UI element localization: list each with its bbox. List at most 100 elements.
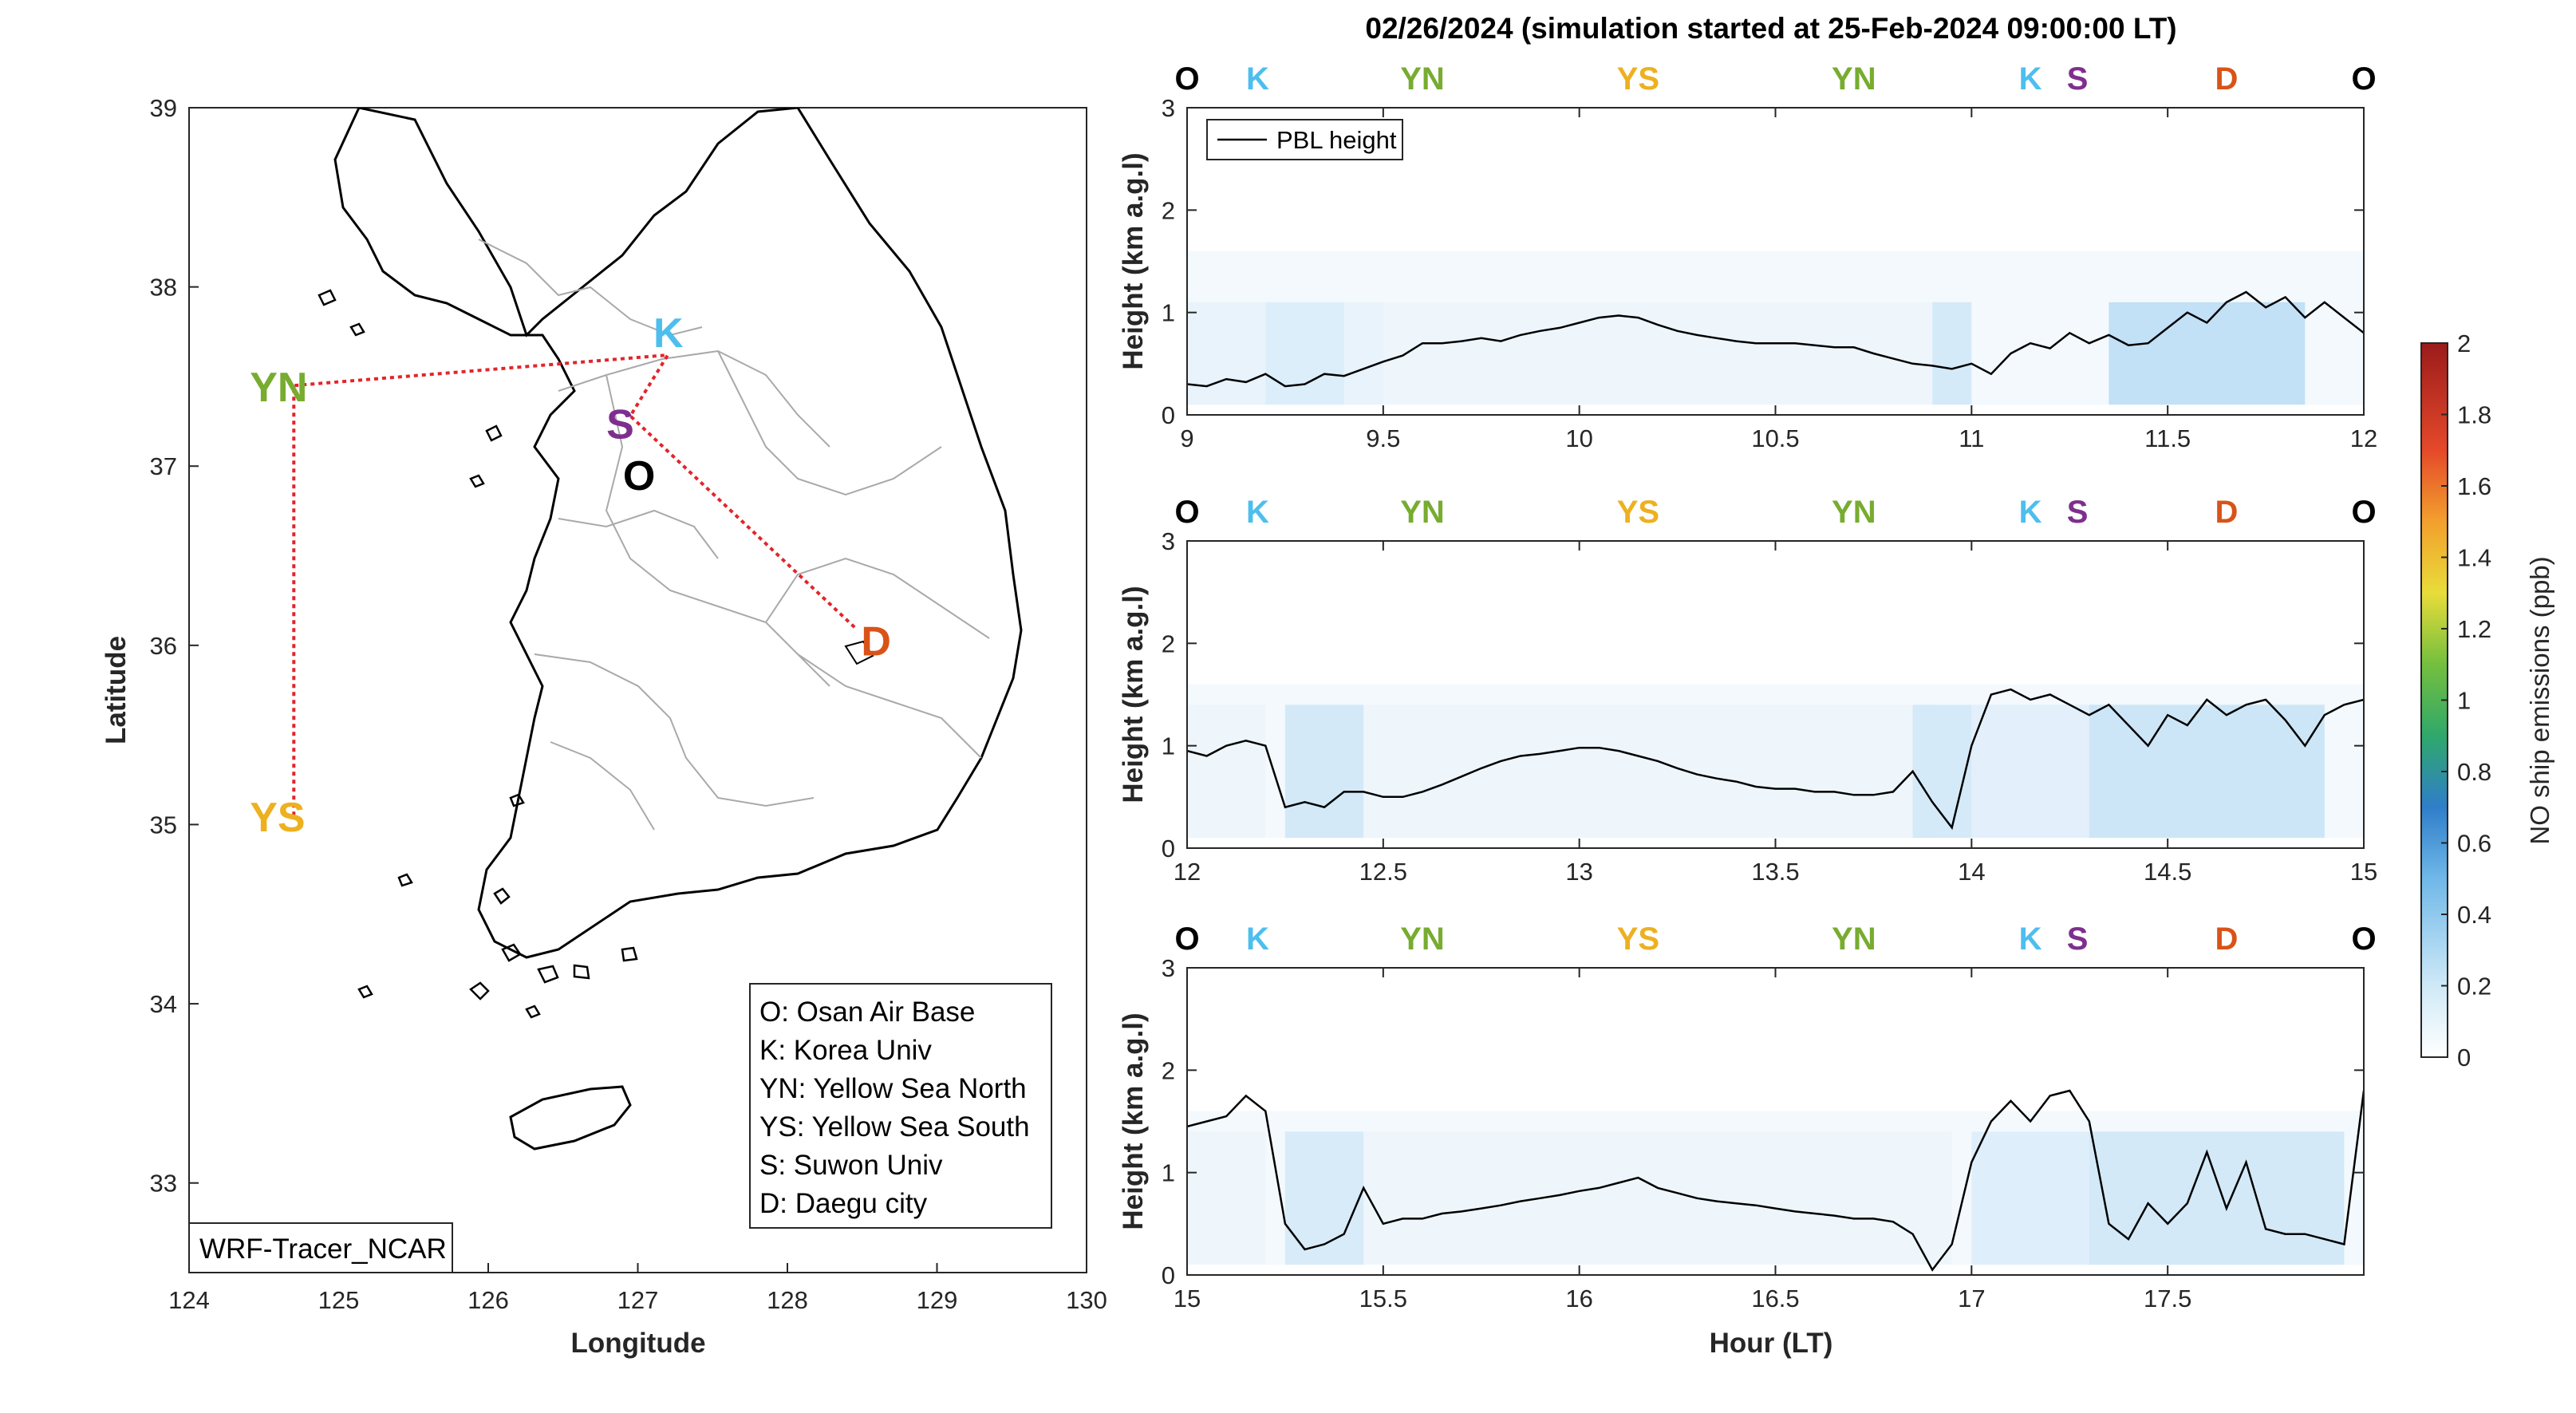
ytick-label: 1 [1162,299,1175,327]
map-xtick-label: 130 [1066,1286,1107,1314]
xtick-label: 10.5 [1751,424,1799,452]
station-marker-o: O [2351,922,2376,957]
map-xtick-label: 128 [767,1286,808,1314]
colorbar-tick-label: 1.6 [2457,472,2491,500]
emission-band [1971,705,2089,839]
emission-band [2089,705,2325,839]
emission-band [1383,302,1933,405]
xtick-label: 17 [1958,1285,1985,1312]
map-ytick-label: 35 [150,811,177,839]
xtick-label: 16.5 [1751,1285,1799,1312]
station-marker-yn: YN [1400,495,1445,530]
colorbar-tick-label: 0.6 [2457,830,2491,858]
xtick-label: 12.5 [1359,858,1407,886]
figure-title: 02/26/2024 (simulation started at 25-Feb… [1365,12,2176,45]
ytick-label: 0 [1162,401,1175,429]
station-marker-o: O [1174,922,1199,957]
ytick-label: 0 [1162,835,1175,862]
map-ytick-label: 37 [150,452,177,480]
colorbar-tick-label: 1.2 [2457,615,2491,643]
station-marker-o: O [1174,61,1199,97]
station-marker-d: D [2215,61,2238,97]
colorbar-tick-label: 2 [2457,330,2471,357]
station-marker-s: S [2067,61,2089,97]
xtick-label: 15.5 [1359,1285,1407,1312]
xtick-label: 9 [1180,424,1193,452]
station-marker-k: K [2019,495,2042,530]
map-station-yn: YN [250,365,307,411]
station-marker-o: O [2351,495,2376,530]
xtick-label: 12 [2350,424,2377,452]
model-name-box: WRF-Tracer_NCAR [188,1222,453,1273]
emission-band [2109,302,2306,405]
station-legend-entry: O: Osan Air Base [759,997,975,1028]
panel-3: 15 15.5 16 16.5 17 17.5 0 1 2 3 Height (km a.g.l) O… [1118,922,2377,1312]
station-marker-s: S [2067,495,2089,530]
colorbar-tick-label: 1 [2457,687,2471,715]
ytick-label: 2 [1162,630,1175,657]
province-boundaries [478,239,990,831]
map-xtick-label: 124 [168,1286,210,1314]
station-marker-k: K [2019,61,2042,97]
station-marker-yn: YN [1400,61,1445,97]
pbl-legend: PBL height [1206,119,1403,160]
emission-field [1187,1111,2364,1265]
colorbar-tick-label: 1.4 [2457,544,2491,572]
station-legend-entry: YN: Yellow Sea North [759,1073,1027,1104]
emission-band [1187,705,1266,839]
model-name-label: WRF-Tracer_NCAR [199,1233,447,1265]
ytick-label: 0 [1162,1261,1175,1289]
colorbar-tick-label: 0.4 [2457,901,2491,929]
station-marker-o: O [2351,61,2376,97]
map-ytick-label: 33 [150,1170,177,1198]
emission-band [2089,1131,2345,1265]
emission-band [1363,705,1933,839]
pbl-legend-label: PBL height [1276,126,1397,154]
xtick-label: 16 [1565,1285,1592,1312]
ytick-label: 1 [1162,1159,1175,1187]
station-marker-ys: YS [1617,61,1659,97]
station-marker-ys: YS [1617,922,1659,957]
emission-band [1932,302,1972,405]
colorbar-tick-label: 1.8 [2457,401,2491,429]
station-legend-entry: D: Daegu city [759,1188,928,1219]
colorbar-label: NO ship emissions (ppb) [2525,556,2554,844]
daegu-area [844,640,874,665]
emission-band [1912,705,1972,839]
map-ytick-label: 34 [150,990,177,1018]
station-marker-o: O [1174,495,1199,530]
xtick-label: 14.5 [2144,858,2191,886]
ytick-label: 3 [1162,94,1175,122]
map-ytick-label: 38 [150,274,177,302]
map-station-k: K [653,310,684,357]
map-ytick-label: 36 [150,632,177,660]
map-coastline [318,108,1023,1151]
station-marker-k: K [1246,922,1269,957]
pbl-height-line [1187,1089,2364,1272]
station-marker-k: K [1246,61,1269,97]
ytick-label: 2 [1162,1056,1175,1084]
station-legend-entries: O: Osan Air Base K: Korea Univ YN: Yellow … [759,997,1030,1219]
colorbar: 0 0.2 0.4 0.6 0.8 1 1.2 1.4 1.6 1.8 2 NO ship emis… [2420,330,2554,1072]
station-marker-d: D [2215,922,2238,957]
map-xtick-label: 126 [467,1286,509,1314]
xtick-label: 17.5 [2144,1285,2191,1312]
panels-xlabel: Hour (LT) [1710,1328,1833,1359]
map-station-o: O [623,453,655,499]
station-marker-yn: YN [1400,922,1445,957]
xtick-label: 10 [1565,424,1592,452]
station-marker-ys: YS [1617,495,1659,530]
korea-landmass [333,108,1023,959]
map-station-ys: YS [250,795,305,841]
map-station-s: S [606,401,634,448]
colorbar-tick-label: 0.8 [2457,758,2491,786]
station-marker-k: K [2019,922,2042,957]
colorbar-scale [2420,342,2448,1058]
colorbar-tick-label: 0.2 [2457,973,2491,1001]
emission-band [1187,1131,1266,1265]
